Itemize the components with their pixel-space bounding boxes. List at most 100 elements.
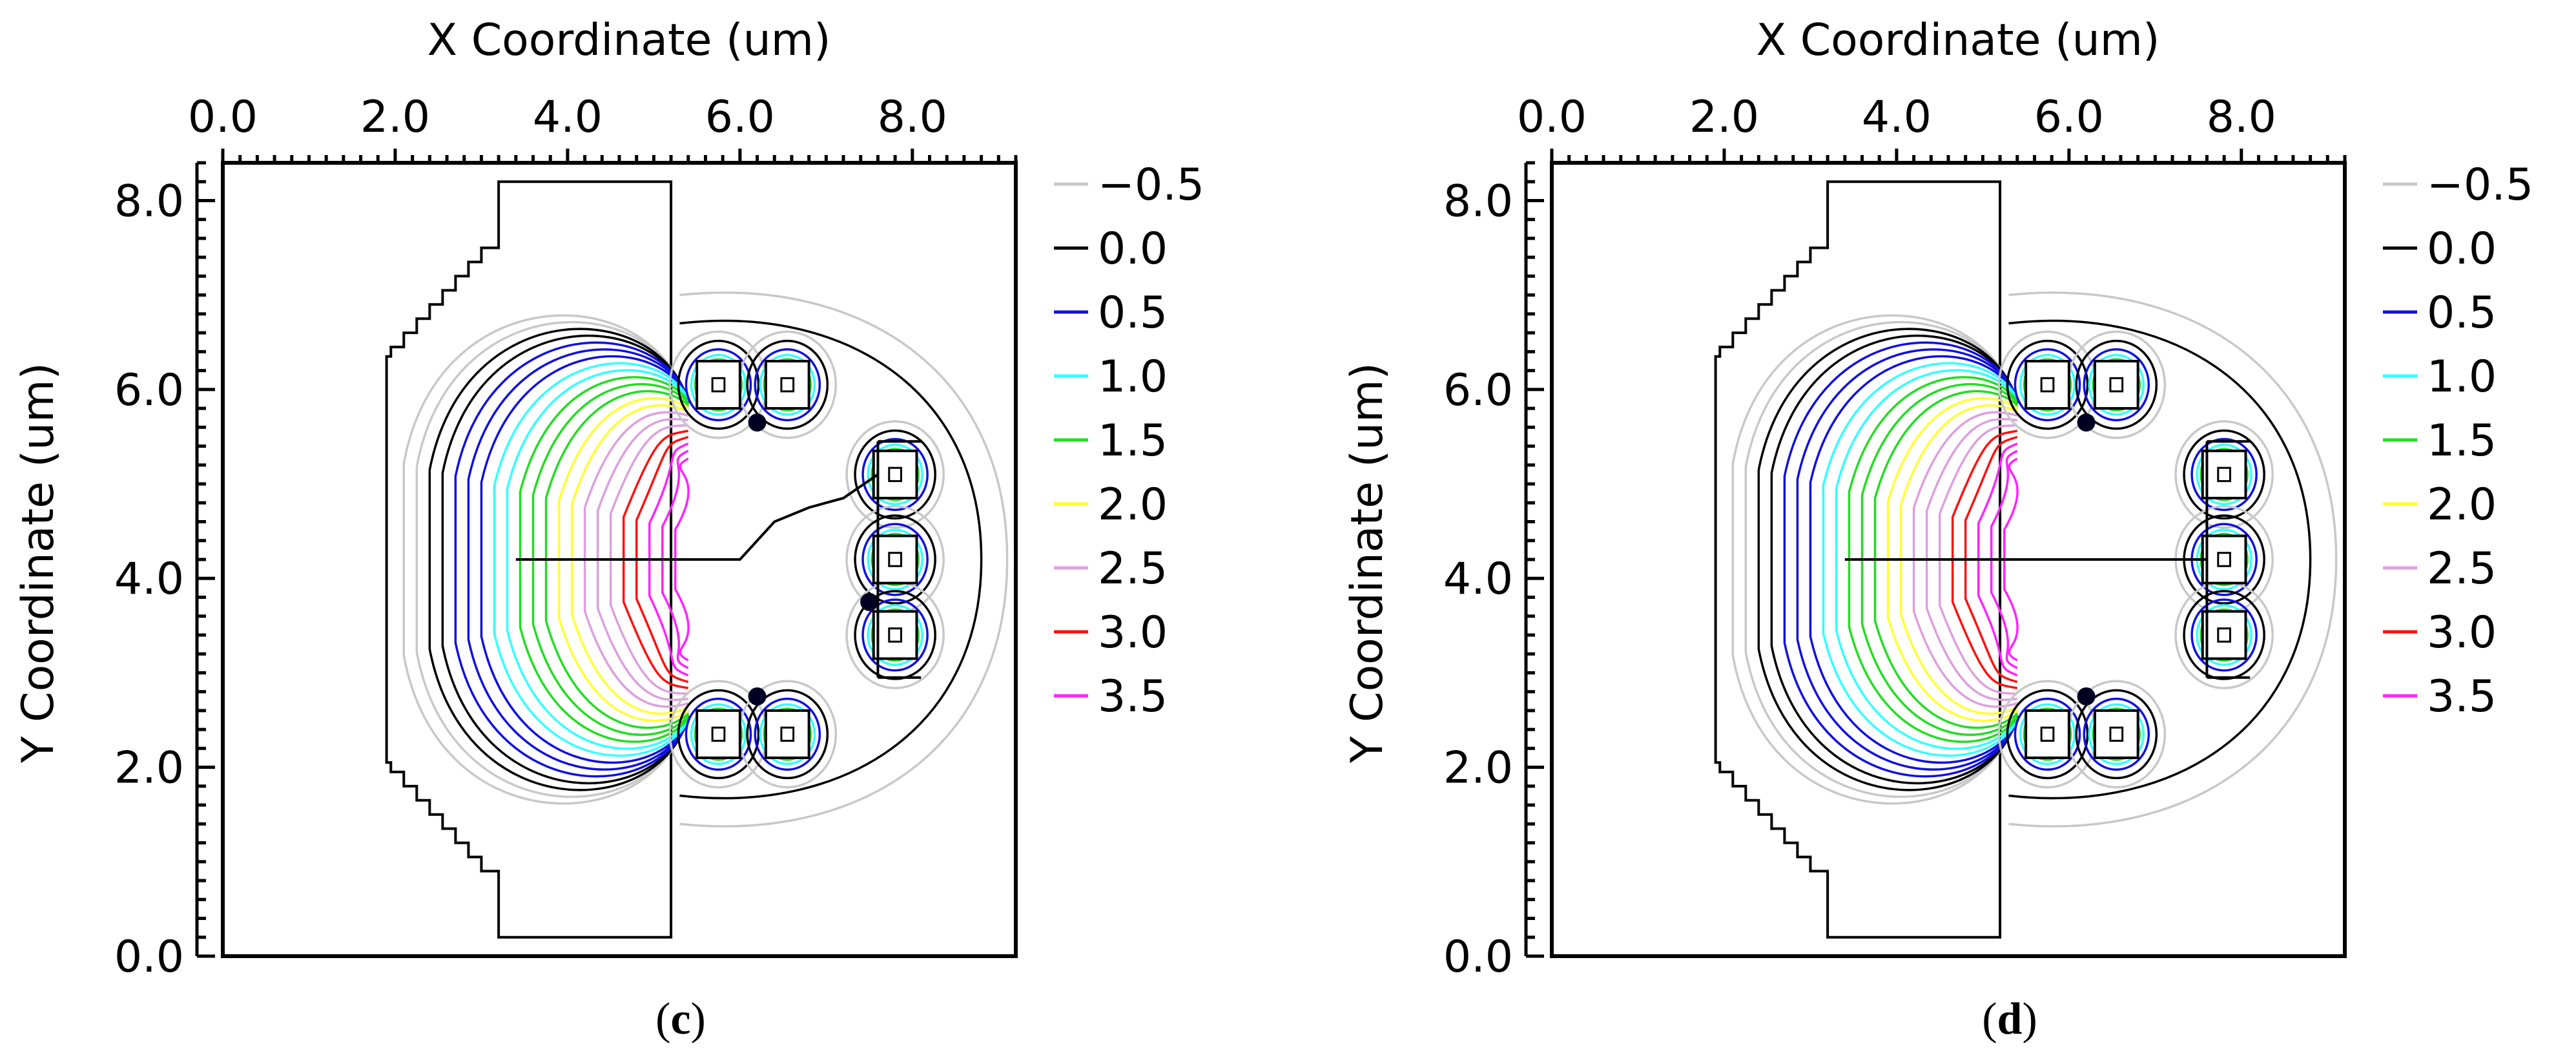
contour-lobe	[1731, 314, 2019, 805]
contour-halo	[763, 707, 812, 761]
legend-label: 1.0	[2427, 351, 2497, 402]
contour-halo	[746, 339, 829, 430]
contour-halo	[754, 348, 821, 422]
electrodes	[2025, 360, 2251, 760]
x-tick-label: 4.0	[533, 92, 603, 143]
contour-lobe	[1744, 320, 2019, 799]
legend-label: 3.5	[1098, 671, 1168, 722]
y-axis-title: Y Coordinate (um)	[13, 362, 64, 764]
contour-halo	[867, 443, 923, 506]
contour-halo	[854, 429, 936, 520]
legend-label: 3.0	[1098, 607, 1168, 658]
contour-halo	[867, 528, 923, 590]
contour-halo	[690, 353, 747, 416]
legend-label: 0.5	[1098, 287, 1168, 339]
contour-halo	[677, 339, 760, 430]
contour-halo	[2092, 707, 2141, 761]
contour-halo	[2183, 429, 2265, 520]
legend-label: −0.5	[2427, 160, 2533, 211]
contour-halo	[690, 703, 747, 766]
x-axis: 0.0 2.0 4.0 6.0 8.0 X Coordinate (um)	[188, 15, 1018, 163]
electrode	[696, 360, 741, 410]
contour-lobe	[441, 334, 690, 785]
legend-label: 3.0	[2427, 607, 2497, 658]
y-tick-label: 2.0	[1443, 743, 1513, 794]
chart-panel-c: 0.0 2.0 4.0 6.0 8.0 X Coordinate (um) 0.0 2.0 4.…	[13, 15, 1204, 1044]
legend: −0.5 0.0 0.5 1.0 1.5 2.0 2.5 3.0 3.5	[2383, 160, 2533, 722]
contour-halo	[2075, 339, 2158, 430]
y-tick-label: 4.0	[114, 554, 184, 605]
legend-label: 0.0	[2427, 224, 2497, 275]
legend-label: 0.5	[2427, 287, 2497, 339]
contour-lobe	[1796, 348, 2019, 771]
x-tick-label: 0.0	[188, 92, 258, 143]
contour-halo	[2006, 339, 2089, 430]
contour-lobe	[454, 341, 690, 778]
contour-halo	[677, 689, 760, 780]
electrode	[872, 449, 918, 499]
contour-outer	[2008, 319, 2312, 800]
y-tick-label: 8.0	[114, 176, 184, 227]
device-outline	[1714, 180, 2002, 939]
contour-halo	[2200, 448, 2249, 501]
electrode-core	[2109, 726, 2124, 742]
contour-halo	[763, 358, 812, 412]
contour-halo	[871, 532, 920, 587]
electrode-core	[2040, 377, 2055, 393]
contour-outer	[679, 319, 983, 800]
x-tick-label: 2.0	[360, 92, 430, 143]
contour-halo	[867, 604, 923, 666]
node-dot	[2077, 413, 2096, 432]
contour-halo	[871, 448, 920, 501]
contour-lobe	[1809, 355, 2019, 764]
y-tick-label: 4.0	[1443, 554, 1513, 605]
contour-lobe	[480, 355, 690, 764]
caption: (c)	[655, 994, 706, 1044]
legend-label: 2.5	[1098, 543, 1168, 594]
x-tick-label: 6.0	[705, 92, 775, 143]
contour-lobe	[428, 328, 690, 791]
x-axis: 0.0 2.0 4.0 6.0 8.0 X Coordinate (um)	[1517, 15, 2347, 163]
y-tick-label: 8.0	[1443, 176, 1513, 227]
electrode-core	[780, 726, 795, 742]
contour-halo	[861, 523, 929, 596]
electrode-core	[2217, 627, 2231, 643]
electrode-core	[2217, 552, 2231, 567]
legend-label: 3.5	[2427, 671, 2497, 722]
contour-halo	[2088, 353, 2145, 416]
electrode-core	[2040, 726, 2055, 742]
contour-lobe	[1822, 362, 2019, 757]
x-tick-label: 8.0	[2207, 92, 2276, 143]
y-axis-title: Y Coordinate (um)	[1342, 362, 1393, 764]
electrode-core	[780, 377, 795, 393]
contour-lobe	[415, 320, 690, 799]
contour-lobe	[1770, 334, 2019, 785]
electrode	[2201, 610, 2247, 660]
caption-close: )	[2022, 994, 2037, 1044]
legend-label: 1.0	[1098, 351, 1168, 402]
y-tick-label: 0.0	[1443, 932, 1513, 983]
contour-halo	[2190, 598, 2258, 672]
electrode-core	[711, 726, 726, 742]
contour-halo	[694, 707, 743, 761]
x-tick-label: 2.0	[1689, 92, 1759, 143]
contour-halo	[2190, 437, 2258, 512]
y-tick-label: 6.0	[1443, 365, 1513, 416]
contour-halo	[2019, 353, 2076, 416]
legend-label: −0.5	[1098, 160, 1204, 211]
legend: −0.5 0.0 0.5 1.0 1.5 2.0 2.5 3.0 3.5	[1054, 160, 1204, 722]
node-dot	[2077, 687, 2096, 705]
chart-panel-d: 0.0 2.0 4.0 6.0 8.0 X Coordinate (um) 0.0 2.0 4.…	[1342, 15, 2533, 1044]
electrode-core	[888, 552, 902, 567]
caption-letter: d	[1997, 994, 2023, 1044]
caption-open: (	[655, 994, 670, 1044]
contour-halo	[746, 689, 829, 780]
caption-letter: c	[670, 994, 690, 1044]
caption-close: )	[691, 994, 706, 1044]
contour-lobe	[1835, 369, 2019, 750]
body-outline	[1714, 180, 2002, 939]
y-tick-label: 2.0	[114, 743, 184, 794]
contour-lobe	[506, 369, 690, 750]
y-axis: 0.0 2.0 4.0 6.0 8.0 Y Coordinate (um)	[13, 161, 215, 983]
